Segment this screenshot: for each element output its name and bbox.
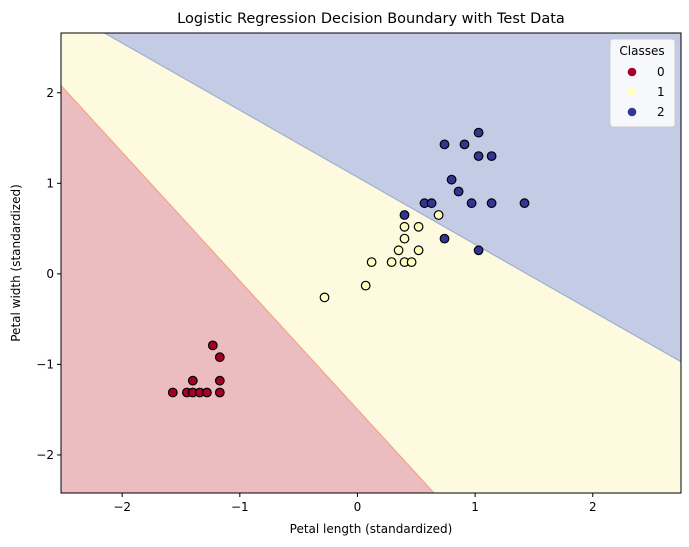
legend-box [609,38,676,128]
plot-frame [60,32,682,494]
decision-boundaries [61,33,681,493]
chart-title: Logistic Regression Decision Boundary wi… [177,11,565,27]
x-tick-label: 0 [354,500,362,514]
legend-label: 0 [657,65,665,79]
y-axis: −2 −1 0 1 2 [36,86,61,462]
point-class-1 [393,245,404,256]
x-tick-label: −2 [113,500,131,514]
legend-marker-class-1 [627,87,637,97]
x-axis: −2 −1 0 1 2 [113,493,597,514]
point-class-2 [426,198,437,209]
point-class-2 [486,198,497,209]
point-class-0 [167,387,178,398]
legend-marker-class-2 [627,107,637,117]
point-class-1 [433,210,444,220]
y-tick-label: 0 [46,267,54,281]
point-class-2 [473,127,484,138]
point-class-2 [486,151,497,162]
point-class-2 [519,198,530,209]
point-class-1 [399,233,410,244]
point-class-2 [453,186,464,197]
legend-title: Classes [619,44,664,58]
x-tick-label: −1 [231,500,249,514]
x-tick-label: 1 [471,500,479,514]
point-class-0 [214,387,225,398]
point-class-1 [413,221,424,232]
legend-marker-class-0 [627,67,637,77]
legend-entries: 0 1 2 [627,65,665,119]
point-class-1 [319,292,330,303]
point-class-0 [201,387,212,398]
legend-label: 1 [657,85,665,99]
point-class-1 [413,245,424,256]
test-points [167,127,530,398]
point-class-2 [473,245,484,256]
point-class-0 [207,340,218,351]
point-class-2 [473,151,484,162]
point-class-2 [399,210,410,220]
point-class-2 [439,233,450,244]
y-tick-label: −2 [36,448,54,462]
point-class-0 [187,375,198,386]
point-class-2 [459,139,470,150]
y-tick-label: 2 [46,86,54,100]
point-class-1 [406,257,417,268]
y-axis-label: Petal width (standardized) [9,184,23,342]
x-axis-label: Petal length (standardized) [290,522,453,536]
point-class-1 [366,257,377,268]
point-class-2 [466,198,477,209]
point-class-0 [214,352,225,363]
point-class-2 [439,139,450,150]
point-class-2 [446,174,457,185]
legend-label: 2 [657,105,665,119]
point-class-1 [386,257,397,268]
boundary-1-2 [104,33,681,363]
point-class-0 [214,375,225,386]
legend: Classes 0 1 2 [609,38,676,128]
y-tick-label: −1 [36,357,54,371]
point-class-1 [360,280,371,291]
point-class-1 [399,221,410,232]
plot-area [60,32,682,494]
y-tick-label: 1 [46,176,54,190]
x-tick-label: 2 [589,500,597,514]
boundary-0-1 [61,85,435,493]
